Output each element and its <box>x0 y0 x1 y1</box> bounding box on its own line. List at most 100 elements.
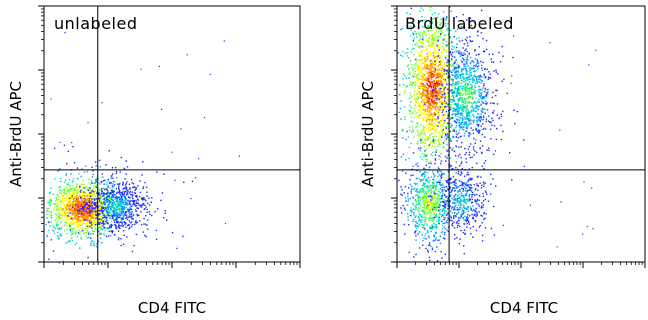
event-dot <box>81 185 83 188</box>
event-dot <box>435 149 437 152</box>
event-dot <box>102 221 104 223</box>
event-dot <box>110 196 113 198</box>
event-dot <box>86 217 88 219</box>
event-dot <box>421 38 423 40</box>
event-dot <box>412 131 414 133</box>
event-dot <box>108 205 110 208</box>
event-dot <box>66 163 68 165</box>
event-dot <box>435 135 438 137</box>
event-dot <box>131 218 133 220</box>
event-dot <box>449 51 451 54</box>
event-dot <box>122 183 124 185</box>
event-dot <box>88 236 90 239</box>
event-dot <box>139 196 141 198</box>
event-dot <box>476 151 478 154</box>
event-dot <box>449 157 452 159</box>
event-dot <box>123 203 125 205</box>
event-dot <box>49 191 51 194</box>
event-dot <box>409 106 411 108</box>
event-dot <box>71 227 73 230</box>
event-dot <box>443 73 445 76</box>
event-dot <box>130 225 133 228</box>
event-dot <box>101 211 103 213</box>
event-dot <box>149 213 151 216</box>
event-dot <box>93 200 95 202</box>
event-dot <box>434 50 436 53</box>
event-dot <box>442 129 444 131</box>
event-dot <box>420 140 422 142</box>
event-dot <box>79 212 81 215</box>
event-dot <box>470 86 473 88</box>
event-dot <box>435 151 437 153</box>
event-dot <box>422 88 424 90</box>
event-dot <box>445 95 447 97</box>
event-dot <box>121 218 124 220</box>
event-dot <box>191 180 194 183</box>
event-dot <box>452 63 454 65</box>
event-dot <box>182 235 184 237</box>
event-dot <box>455 81 457 83</box>
event-dot <box>426 101 429 103</box>
event-dot <box>68 204 70 206</box>
event-dot <box>85 204 87 206</box>
event-dot <box>429 103 432 105</box>
event-dot <box>441 135 443 137</box>
event-dot <box>71 236 73 239</box>
event-dot <box>68 182 70 184</box>
event-dot <box>434 35 437 38</box>
event-dot <box>440 64 442 66</box>
event-dot <box>75 200 77 203</box>
event-dot <box>440 48 442 51</box>
event-dot <box>424 60 427 62</box>
event-dot <box>481 165 483 167</box>
event-dot <box>445 137 448 140</box>
event-dot <box>417 85 419 87</box>
event-dot <box>420 96 422 98</box>
event-dot <box>449 29 452 32</box>
event-dot <box>120 211 123 213</box>
event-dot <box>432 96 434 99</box>
event-dot <box>446 70 449 72</box>
event-dot <box>76 242 78 244</box>
event-dot <box>431 144 433 147</box>
event-dot <box>434 87 437 89</box>
event-dot <box>103 188 106 190</box>
event-dot <box>431 105 434 107</box>
event-dot <box>156 171 158 173</box>
event-dot <box>444 139 446 142</box>
event-dot <box>85 212 87 214</box>
event-dot <box>64 213 66 215</box>
event-dot <box>102 225 104 227</box>
event-dot <box>460 157 462 159</box>
event-dot <box>426 58 429 61</box>
event-dot <box>415 102 418 104</box>
event-dot <box>148 204 151 206</box>
event-dot <box>462 47 464 49</box>
event-dot <box>112 199 114 201</box>
event-dot <box>63 215 65 217</box>
event-dot <box>76 222 78 224</box>
event-dot <box>92 182 94 184</box>
event-dot <box>147 228 149 230</box>
event-dot <box>434 62 437 64</box>
event-dot <box>427 102 429 105</box>
event-dot <box>115 216 117 218</box>
event-dot <box>81 227 83 229</box>
event-dot <box>131 182 133 184</box>
event-dot <box>457 113 460 115</box>
event-dot <box>464 147 466 150</box>
event-dot <box>89 212 91 214</box>
event-dot <box>407 64 410 66</box>
event-dot <box>423 99 425 102</box>
event-dot <box>430 87 432 89</box>
event-dot <box>126 236 128 238</box>
event-dot <box>85 221 87 224</box>
event-dot <box>477 81 479 84</box>
event-dot <box>454 61 457 64</box>
event-dot <box>430 108 433 110</box>
event-dot <box>444 61 446 63</box>
event-dot <box>434 139 436 141</box>
event-dot <box>429 110 431 112</box>
event-dot <box>63 219 65 221</box>
event-dot <box>441 124 443 126</box>
